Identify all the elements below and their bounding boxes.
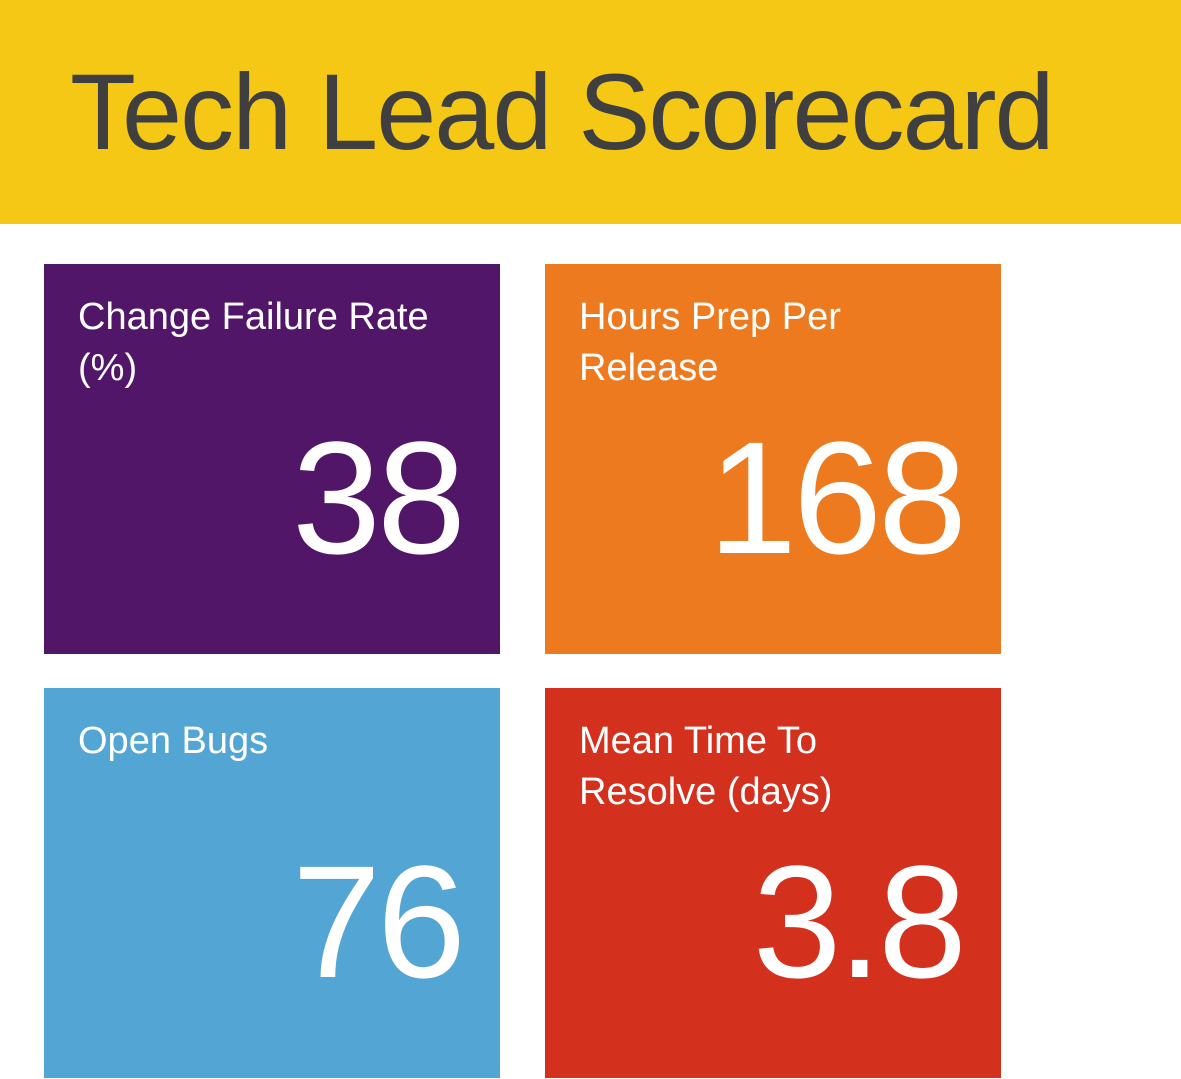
metric-value: 168 — [708, 408, 967, 587]
header-bar: Tech Lead Scorecard — [0, 0, 1181, 224]
metric-label: Open Bugs — [78, 720, 269, 762]
metric-value: 3.8 — [752, 832, 967, 1011]
metric-tile: Open Bugs 76 — [44, 688, 500, 1078]
metric-tile: Change Failure Rate (%) 38 — [44, 264, 500, 654]
page-title: Tech Lead Scorecard — [70, 51, 1055, 172]
metric-tile: Hours Prep Per Release 168 — [545, 264, 1001, 654]
metric-label: Hours Prep Per Release — [579, 296, 841, 389]
metric-tile: Mean Time To Resolve (days) 3.8 — [545, 688, 1001, 1078]
metric-value: 38 — [292, 408, 466, 587]
metric-value: 76 — [292, 832, 466, 1011]
metric-label: Change Failure Rate (%) — [78, 296, 429, 389]
metric-label: Mean Time To Resolve (days) — [579, 720, 833, 813]
